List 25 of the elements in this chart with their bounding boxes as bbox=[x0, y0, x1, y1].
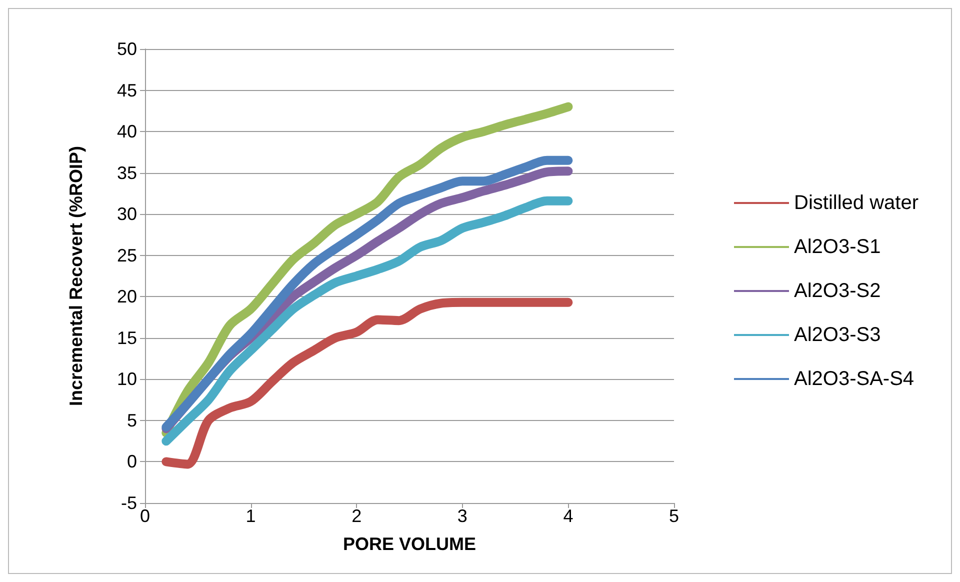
x-tick-label: 3 bbox=[457, 506, 468, 526]
y-tick-label: 0 bbox=[126, 452, 137, 472]
x-tick-label: 1 bbox=[246, 506, 256, 526]
y-axis-title: Incremental Recovert (%ROIP) bbox=[66, 146, 86, 406]
y-tick-label: 5 bbox=[126, 410, 137, 430]
y-tick-label: 20 bbox=[116, 286, 137, 307]
x-tick-label: 0 bbox=[140, 506, 150, 526]
legend-label: Al2O3-S1 bbox=[794, 236, 881, 258]
x-tick-label: 5 bbox=[668, 506, 680, 526]
y-tick-label: 15 bbox=[116, 328, 137, 348]
legend-label: Al2O3-S2 bbox=[794, 280, 881, 302]
y-tick-label: 45 bbox=[116, 80, 137, 100]
legend-label: Distilled water bbox=[794, 192, 919, 214]
x-tick-label: 2 bbox=[352, 506, 362, 526]
x-tick-label: 4 bbox=[563, 506, 574, 526]
y-tick-label: -5 bbox=[120, 493, 137, 513]
x-axis-title: PORE VOLUME bbox=[342, 534, 476, 554]
y-tick-label: 35 bbox=[116, 162, 137, 183]
legend-label: Al2O3-SA-S4 bbox=[794, 368, 914, 390]
y-tick-label: 50 bbox=[116, 39, 137, 59]
legend-label: Al2O3-S3 bbox=[794, 324, 881, 346]
y-tick-label: 30 bbox=[116, 204, 137, 224]
y-tick-label: 25 bbox=[116, 245, 137, 266]
y-tick-label: 10 bbox=[116, 369, 137, 390]
y-tick-label: 40 bbox=[116, 122, 137, 142]
